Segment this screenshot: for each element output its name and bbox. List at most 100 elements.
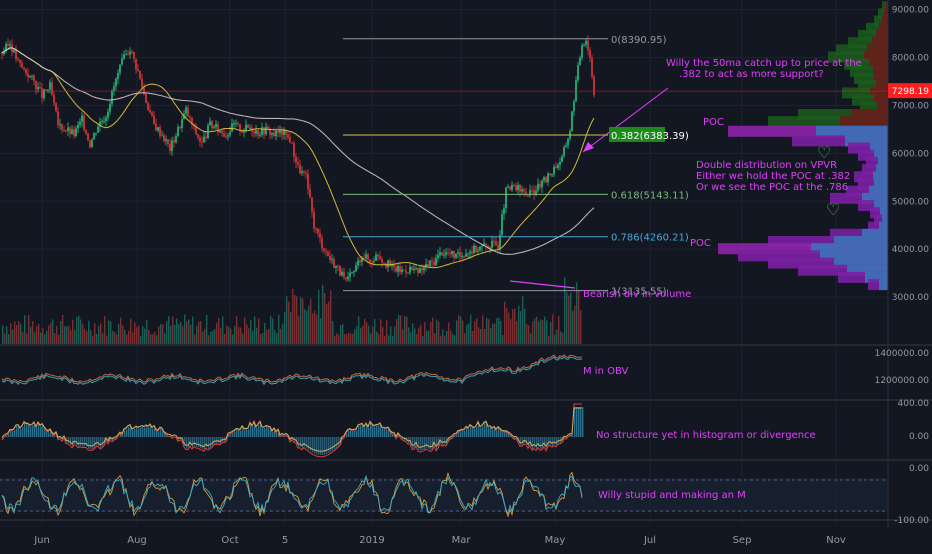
macd-histogram-bar <box>156 431 157 437</box>
volume-bar <box>394 327 395 344</box>
candle-body <box>9 44 11 45</box>
macd-histogram-bar <box>582 407 583 437</box>
candle-body <box>199 138 201 142</box>
volume-bar <box>406 317 407 344</box>
annotation-vpvr-line3: Or we see the POC at the .786 <box>696 182 848 193</box>
last-price-label: 7298.19 <box>892 87 929 97</box>
volume-bar <box>142 326 143 344</box>
candle-body <box>67 128 69 131</box>
volume-bar <box>172 317 173 344</box>
candle-body <box>505 188 507 209</box>
candle-body <box>277 131 279 133</box>
candle-body <box>357 261 359 266</box>
macd-histogram-bar <box>28 424 29 437</box>
candle-body <box>107 112 109 118</box>
candle-body <box>457 252 459 254</box>
price-tick-label: 3000.00 <box>892 293 929 303</box>
volume-bar <box>388 335 389 344</box>
macd-histogram-bar <box>42 425 43 437</box>
macd-histogram-bar <box>144 427 145 437</box>
volume-bar <box>162 324 163 344</box>
macd-histogram-bar <box>248 429 249 437</box>
volume-bar <box>456 320 457 344</box>
candle-body <box>173 140 175 142</box>
volume-bar <box>50 323 51 344</box>
candle-body <box>315 229 317 230</box>
candle-body <box>69 128 71 134</box>
macd-histogram-bar <box>84 437 85 447</box>
macd-histogram-bar <box>152 428 153 437</box>
macd-histogram-bar <box>444 437 445 444</box>
volume-bar <box>184 315 185 344</box>
volume-bar <box>16 325 17 344</box>
volume-bar <box>374 319 375 344</box>
volume-bar <box>464 333 465 344</box>
candle-body <box>213 127 215 128</box>
candle-body <box>443 255 445 256</box>
candle-body <box>387 260 389 267</box>
volume-bar <box>542 320 543 344</box>
volume-bar <box>94 323 95 344</box>
macd-histogram-bar <box>136 427 137 437</box>
macd-histogram-bar <box>476 427 477 437</box>
volume-bar <box>108 320 109 344</box>
volume-bar <box>370 334 371 344</box>
macd-histogram-bar <box>218 437 219 443</box>
volume-bar <box>256 328 257 344</box>
macd-histogram-bar <box>536 437 537 449</box>
candle-body <box>125 54 127 55</box>
volume-bar <box>30 327 31 344</box>
candle-body <box>55 103 57 111</box>
annotation-willy-50ma-line1: Willy the 50ma catch up to price at the <box>666 58 862 69</box>
macd-histogram-bar <box>540 437 541 449</box>
candle-body <box>473 246 475 253</box>
candle-body <box>521 189 523 191</box>
volume-bar <box>304 309 305 344</box>
volume-bar <box>442 330 443 344</box>
macd-histogram-bar <box>194 437 195 446</box>
macd-histogram-bar <box>186 437 187 449</box>
candle-body <box>555 167 557 168</box>
volume-bar <box>342 324 343 344</box>
volume-bar <box>482 315 483 344</box>
volume-bar <box>424 322 425 344</box>
macd-histogram-bar <box>258 425 259 437</box>
candle-body <box>135 59 137 69</box>
volume-bar <box>146 320 147 344</box>
volume-bar <box>6 326 7 344</box>
macd-histogram-bar <box>256 428 257 437</box>
macd-histogram-bar <box>426 437 427 448</box>
candle-body <box>447 252 449 253</box>
pane-tick-label: -100.00 <box>894 516 929 526</box>
candle-body <box>301 171 303 173</box>
volume-bar <box>320 318 321 344</box>
candle-body <box>101 121 103 122</box>
macd-histogram-bar <box>576 407 577 437</box>
volume-bar <box>400 316 401 344</box>
volume-bar <box>164 333 165 344</box>
volume-bar <box>416 334 417 344</box>
volume-bar <box>90 330 91 344</box>
candle-body <box>547 174 549 183</box>
candle-body <box>167 139 169 144</box>
macd-histogram-bar <box>428 437 429 449</box>
candle-body <box>539 184 541 188</box>
candle-body <box>371 262 373 263</box>
volume-bar <box>64 326 65 344</box>
candle-body <box>259 135 261 136</box>
candle-body <box>87 133 89 140</box>
candle-body <box>249 128 251 129</box>
macd-histogram-bar <box>22 427 23 437</box>
candle-body <box>477 250 479 251</box>
volume-bar <box>446 331 447 344</box>
pane-tick-label: 1200000.00 <box>875 376 930 386</box>
volume-bar <box>280 329 281 344</box>
candle-body <box>81 116 83 122</box>
candle-body <box>241 131 243 132</box>
candle-body <box>305 173 307 174</box>
candle-body <box>467 253 469 254</box>
macd-histogram-bar <box>196 437 197 447</box>
volume-bar <box>188 319 189 344</box>
volume-bar <box>494 324 495 344</box>
candle-body <box>363 258 365 259</box>
